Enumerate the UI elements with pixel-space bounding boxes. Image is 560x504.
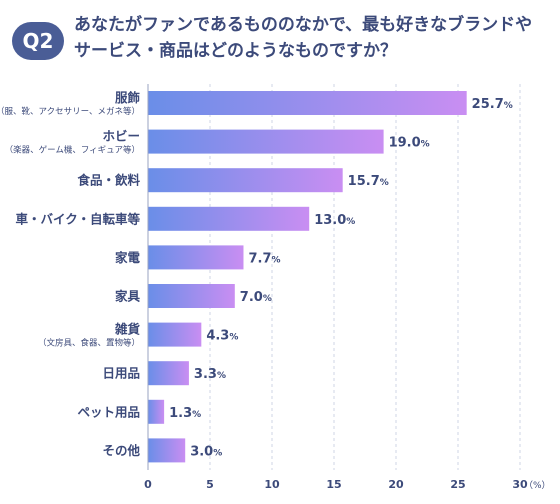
- x-tick-label: 5: [206, 478, 214, 491]
- value-labels: 25.7%19.0%15.7%13.0%7.7%7.0%4.3%3.3%1.3%…: [169, 97, 513, 459]
- category-label: その他: [102, 443, 140, 458]
- value-label: 7.0%: [240, 290, 272, 305]
- value-number: 25.7: [472, 97, 504, 112]
- bar: [148, 322, 202, 347]
- x-tick-label: 25: [450, 478, 465, 491]
- value-number: 1.3: [169, 406, 192, 421]
- value-label: 4.3%: [206, 329, 238, 344]
- category-labels: 服飾（服、靴、アクセサリー、メガネ等） ホビー（楽器、ゲーム機、フィギュア等） 食品…: [0, 90, 140, 458]
- value-suffix: %: [504, 101, 513, 111]
- value-label: 19.0%: [389, 136, 430, 151]
- category-label: 日用品: [102, 366, 140, 381]
- bar: [148, 399, 165, 424]
- question-line-1: あなたがファンであるもののなかで、最も好きなブランドや: [74, 15, 533, 35]
- category-sublabel: （文房具、食器、置物等）: [38, 338, 140, 349]
- value-label: 7.7%: [248, 251, 280, 266]
- value-label: 3.0%: [190, 444, 222, 459]
- question-line-2: サービス・商品はどのようなものですか？: [74, 41, 397, 61]
- value-number: 7.7: [248, 251, 271, 266]
- value-number: 15.7: [348, 174, 380, 189]
- value-suffix: %: [213, 448, 222, 458]
- bar: [148, 168, 343, 193]
- category-label: 雑貨: [114, 322, 141, 337]
- value-label: 15.7%: [348, 174, 389, 189]
- category-sublabel: （服、靴、アクセサリー、メガネ等）: [0, 106, 140, 117]
- category-label: 家具: [115, 289, 141, 304]
- bar: [148, 129, 384, 154]
- bar: [148, 91, 467, 115]
- value-number: 7.0: [240, 290, 263, 305]
- bars: [148, 91, 467, 463]
- value-suffix: %: [192, 410, 201, 420]
- value-label: 25.7%: [472, 97, 513, 112]
- value-number: 19.0: [389, 136, 421, 151]
- bar: [148, 284, 235, 308]
- value-number: 3.3: [194, 367, 217, 382]
- question-badge: Q2: [12, 22, 64, 60]
- category-label: 食品・飲料: [76, 173, 140, 188]
- bar: [148, 438, 186, 463]
- category-label: 服飾: [115, 90, 141, 105]
- value-suffix: %: [229, 333, 238, 343]
- x-tick-label: 0: [144, 478, 152, 491]
- bar: [148, 206, 310, 231]
- question-title: あなたがファンであるもののなかで、最も好きなブランドや サービス・商品はどのよう…: [74, 12, 554, 64]
- category-label: 家電: [115, 250, 141, 265]
- value-label: 13.0%: [314, 213, 355, 228]
- value-label: 1.3%: [169, 406, 201, 421]
- value-suffix: %: [217, 371, 226, 381]
- value-suffix: %: [380, 178, 389, 188]
- category-sublabel: （楽器、ゲーム機、フィギュア等）: [5, 145, 140, 156]
- x-tick-label: 30: [512, 478, 528, 491]
- value-number: 3.0: [190, 444, 213, 459]
- x-tick-label: 10: [264, 478, 280, 491]
- x-tick-label: 20: [388, 478, 404, 491]
- x-unit-label: （%）: [524, 480, 551, 491]
- value-number: 13.0: [314, 213, 346, 228]
- category-label: ペット用品: [77, 404, 140, 419]
- category-label: 車・バイク・自転車等: [15, 211, 140, 226]
- value-suffix: %: [263, 294, 272, 304]
- value-suffix: %: [421, 140, 430, 150]
- value-suffix: %: [346, 217, 355, 227]
- x-axis: 0 5 10 15 20 25 30（%）: [144, 84, 551, 491]
- x-tick-label: 15: [326, 478, 341, 491]
- value-number: 4.3: [206, 329, 229, 344]
- value-label: 3.3%: [194, 367, 226, 382]
- bar: [148, 245, 244, 270]
- bar: [148, 361, 189, 386]
- category-label: ホビー: [102, 129, 140, 144]
- value-suffix: %: [272, 255, 281, 265]
